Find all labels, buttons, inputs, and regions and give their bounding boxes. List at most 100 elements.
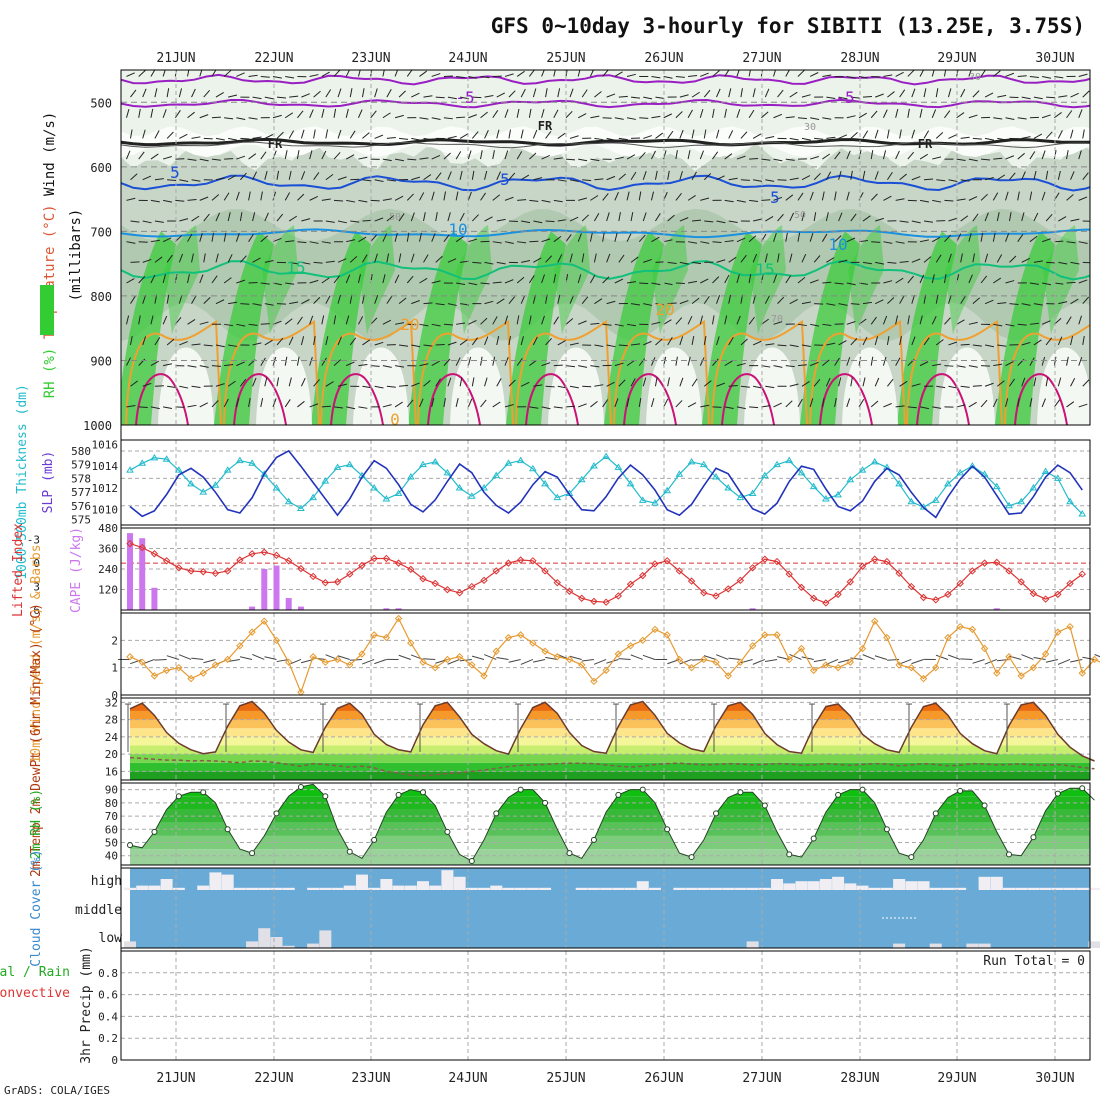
contour-label: 15 [755,260,774,279]
cloud-high-bar [454,877,466,890]
cloud-tick-label: high [91,874,122,889]
cloud-high-bar [991,877,1003,890]
wind-barb-10m [423,659,435,660]
cloud-high-bar [783,883,795,890]
rh-point [1031,835,1036,840]
contour-label: FR [538,119,553,133]
wind-barb [546,221,555,222]
cloud-high-bar [759,888,771,890]
rh-point [811,836,816,841]
wind-barb [835,76,844,77]
cloud-high-bar [832,877,844,890]
cloud-high-bar [918,881,930,890]
cloud-high-bar [649,888,661,890]
cloud-low-bar [747,941,759,948]
wind-tick-label: 1 [111,662,118,675]
wind-barb [212,117,221,118]
cloud-low-bar [319,930,331,948]
cloud-high-bar [380,879,392,890]
wind-barb [961,344,970,345]
wind-barb [436,97,445,98]
wind-barb [1067,282,1076,283]
contour-label: 5 [500,170,510,189]
date-label-top: 25JUN [546,51,585,66]
rh-axis-label: 2m RH (%) [29,789,44,859]
cloud-high-bar [820,879,832,890]
thickness-tick-label: 576 [71,500,91,513]
wind-barb-10m [509,659,521,662]
wind-barb [1091,109,1093,118]
date-label-bottom: 26JUN [644,1071,683,1086]
contour-label: 10 [448,220,467,239]
wind-barb [1095,130,1097,139]
wind-barb-10m [252,654,264,659]
rh-point [469,859,474,864]
wind-barb-10m [399,655,411,659]
cape-tick-label: 120 [98,584,118,597]
contour-label: 0 [390,410,400,429]
cloud-high-bar [1052,888,1064,890]
rh-tick-label: 70 [105,810,118,823]
rh-point [714,811,719,816]
cloud-high-bar [124,888,136,890]
cloud-high-bar [1015,888,1027,890]
contour-label: 20 [400,315,419,334]
wind-barb-10m [1058,659,1070,664]
cloud-high-bar [539,888,551,890]
cape-tick-label: 240 [98,563,118,576]
rh-point [689,855,694,860]
cloud-low-bar [258,928,270,948]
cloud-low-bar [271,937,283,948]
cloud-high-bar [710,888,722,890]
wind-barb [362,220,371,221]
temp-tick-label: 24 [105,731,119,744]
cloud-high-bar [197,886,209,890]
wind-barb [1046,97,1055,98]
rh-contour-label: 30 [969,72,981,83]
date-label-top: 27JUN [742,51,781,66]
wind-barb [546,386,555,387]
thickness-tick-label: 579 [71,459,91,472]
wind-barb [566,406,575,407]
wind-barb [261,324,270,325]
wind-barb [240,304,249,305]
wind-barb-10m [973,659,985,663]
precip-tick-label: 0 [111,1054,118,1067]
thickness-tick-label: 578 [71,472,91,485]
precip-legend-convective: Convective [0,986,70,1001]
wind-barb [139,242,148,243]
thickness-tick-label: 577 [71,486,91,499]
cloud-high-bar [515,888,527,890]
rh-tick-label: 40 [105,850,118,863]
wind-barb-10m [912,659,924,663]
cloud-high-bar [405,886,417,890]
cloud-low-bar [930,944,942,948]
wind-barb-10m [594,659,606,664]
wind-barb [655,262,664,263]
wind-barb [1091,199,1100,200]
cloud-high-bar [771,879,783,890]
rh-point [860,787,865,792]
rh-point [225,827,230,832]
rh-contour-label: 30 [804,122,816,133]
rh-point [176,794,181,799]
wind-barb-10m [521,659,533,664]
wind-barb [944,366,953,367]
wind-barb-10m [179,655,191,660]
temp-color-band [121,728,1090,737]
cloud-high-bar [930,888,942,890]
wind-barb [1095,175,1100,180]
wind-barb [1095,382,1100,386]
wind-barb-10m [167,656,179,660]
cloud-low-bar [307,944,319,948]
rh-point [982,803,987,808]
cloud-high-bar [173,888,185,890]
wind-barb-10m [753,659,765,664]
contour-label: 5 [170,163,180,182]
cape-bar [151,588,157,610]
rh-point [1080,786,1085,791]
wind-speed-line [130,619,1100,693]
